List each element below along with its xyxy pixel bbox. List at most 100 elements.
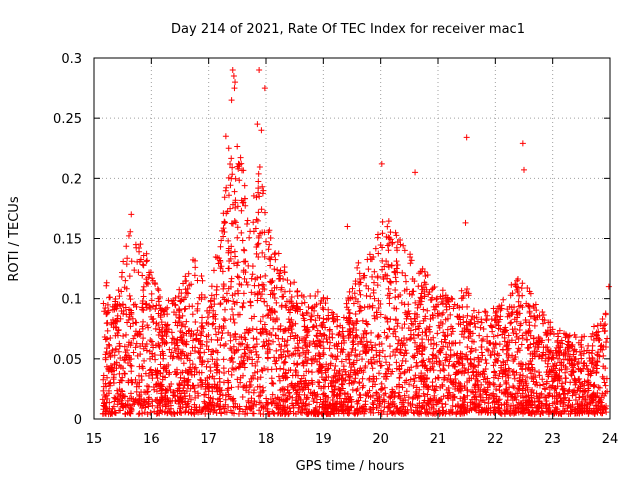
data-point [231, 260, 238, 267]
data-point [427, 315, 434, 322]
data-point [578, 344, 585, 351]
data-point [206, 374, 213, 381]
data-point [512, 394, 519, 401]
data-point [142, 370, 149, 377]
data-point [281, 263, 288, 270]
data-point [171, 309, 178, 316]
data-point [447, 347, 454, 354]
data-point [280, 293, 287, 300]
data-point [217, 391, 224, 398]
data-point [245, 397, 252, 404]
data-point [430, 401, 437, 408]
data-point [309, 304, 316, 311]
data-point [349, 386, 356, 393]
data-point [320, 306, 327, 313]
data-point [401, 369, 408, 376]
data-point [135, 411, 142, 418]
data-point [478, 356, 485, 363]
data-point [400, 242, 407, 249]
data-point [352, 310, 359, 317]
data-point [238, 229, 245, 236]
data-point [122, 370, 129, 377]
data-point [424, 307, 431, 314]
data-point [253, 216, 260, 223]
data-point [408, 364, 415, 371]
data-point [286, 288, 293, 295]
data-point [133, 388, 140, 395]
x-tick-label: 21 [430, 432, 447, 447]
data-point [393, 359, 400, 366]
data-point [470, 338, 477, 345]
data-point [569, 392, 576, 399]
data-point [345, 294, 352, 301]
data-point [256, 407, 263, 414]
data-point [261, 298, 268, 305]
data-point [576, 394, 583, 401]
data-point [189, 311, 196, 318]
data-point [352, 280, 359, 287]
data-point [246, 347, 253, 354]
data-point [198, 272, 205, 279]
data-point [191, 388, 198, 395]
data-point [227, 337, 234, 344]
data-point [315, 367, 322, 374]
data-point [261, 209, 268, 216]
data-point [222, 133, 229, 140]
data-point [572, 334, 579, 341]
data-point [213, 384, 220, 391]
data-point [268, 254, 275, 261]
data-point [280, 375, 287, 382]
data-point [264, 312, 271, 319]
data-point [357, 307, 364, 314]
data-point [225, 145, 232, 152]
data-point [221, 342, 228, 349]
data-point [461, 364, 468, 371]
data-point [503, 327, 510, 334]
data-point [186, 366, 193, 373]
data-point [185, 328, 192, 335]
data-point [120, 258, 127, 265]
data-point [164, 304, 171, 311]
data-point [258, 127, 265, 134]
data-point [230, 73, 237, 80]
data-point [254, 368, 261, 375]
data-point [589, 330, 596, 337]
data-point [144, 257, 151, 264]
data-point [488, 316, 495, 323]
data-point [455, 320, 462, 327]
data-point [276, 377, 283, 384]
data-point [320, 345, 327, 352]
data-point [146, 355, 153, 362]
data-point [188, 281, 195, 288]
data-point [253, 336, 260, 343]
data-point [374, 273, 381, 280]
data-point [543, 369, 550, 376]
data-point [228, 355, 235, 362]
data-point [307, 316, 314, 323]
data-point [234, 273, 241, 280]
data-point [109, 303, 116, 310]
data-point [202, 410, 209, 417]
x-tick-label: 17 [200, 432, 217, 447]
data-point [342, 368, 349, 375]
data-point [605, 283, 612, 290]
data-point [600, 352, 607, 359]
data-point [256, 164, 263, 171]
data-point [375, 305, 382, 312]
data-point [308, 313, 315, 320]
data-point [228, 243, 235, 250]
data-point [297, 386, 304, 393]
data-point [438, 298, 445, 305]
data-point [228, 371, 235, 378]
data-point [220, 356, 227, 363]
data-point [289, 322, 296, 329]
data-point [519, 304, 526, 311]
data-point [140, 293, 147, 300]
data-point [123, 331, 130, 338]
data-point [481, 308, 488, 315]
data-point [464, 403, 471, 410]
data-point [470, 307, 477, 314]
data-point [170, 392, 177, 399]
data-point [602, 382, 609, 389]
data-point [378, 380, 385, 387]
